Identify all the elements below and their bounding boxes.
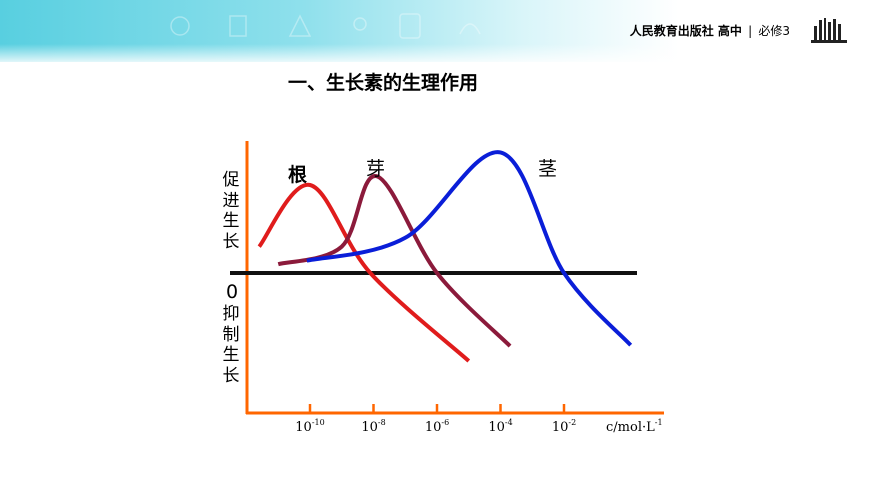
publisher-label: 人民教育出版社 高中 | 必修3 (630, 22, 790, 39)
x-tick-base: 10 (361, 420, 378, 435)
header-fade (0, 44, 870, 66)
decorative-doodles (170, 13, 481, 39)
x-unit-text: c/mol·L (606, 420, 655, 435)
y-label-char: 长 (222, 365, 240, 386)
root-curve (257, 182, 471, 363)
stem-curve (306, 150, 633, 347)
x-unit-label: c/mol·L-1 (606, 418, 663, 435)
x-tick-base: 10 (551, 420, 569, 435)
y-label-char: 长 (222, 231, 240, 252)
y-label-char: 生 (222, 345, 240, 365)
y-label-char: 进 (222, 190, 240, 211)
x-tick-base: 10 (488, 420, 505, 435)
bud-curve (277, 174, 512, 348)
x-tick-exponent: -4 (504, 418, 513, 427)
x-tick-exponent: -6 (441, 418, 450, 427)
y-label-char: 促 (222, 170, 240, 190)
x-tick-base: 10 (295, 420, 312, 435)
publisher-name: 人民教育出版社 高中 (629, 24, 742, 38)
y-label-char: 生 (222, 211, 240, 231)
y-label-promote: 促进生长 (221, 170, 241, 252)
x-unit-exponent: -1 (654, 418, 663, 427)
y-label-inhibit: 抑制生长 (221, 304, 241, 386)
root-label: 根 (288, 164, 308, 186)
x-tick-label: 10-4 (488, 418, 512, 435)
zero-label: 0 (226, 281, 239, 303)
x-tick-label: 10-2 (552, 418, 576, 435)
stem-label: 茎 (538, 158, 558, 180)
x-tick-exponent: -2 (568, 418, 577, 427)
x-tick-label: 10-6 (425, 418, 449, 435)
x-tick-exponent: -8 (377, 418, 386, 427)
bookshelf-icon (811, 18, 847, 43)
page-title: 一、生长素的生理作用 (288, 72, 479, 94)
y-label-char: 制 (222, 324, 240, 345)
x-tick-label: 10-10 (295, 418, 324, 435)
x-tick-base: 10 (424, 420, 442, 435)
x-tick-label: 10-8 (361, 418, 385, 435)
x-tick-exponent: -10 (311, 418, 325, 427)
y-label-char: 抑 (222, 304, 240, 324)
publisher-separator: | (748, 24, 753, 38)
book-name: 必修3 (758, 24, 790, 38)
bud-label: 芽 (366, 158, 386, 180)
